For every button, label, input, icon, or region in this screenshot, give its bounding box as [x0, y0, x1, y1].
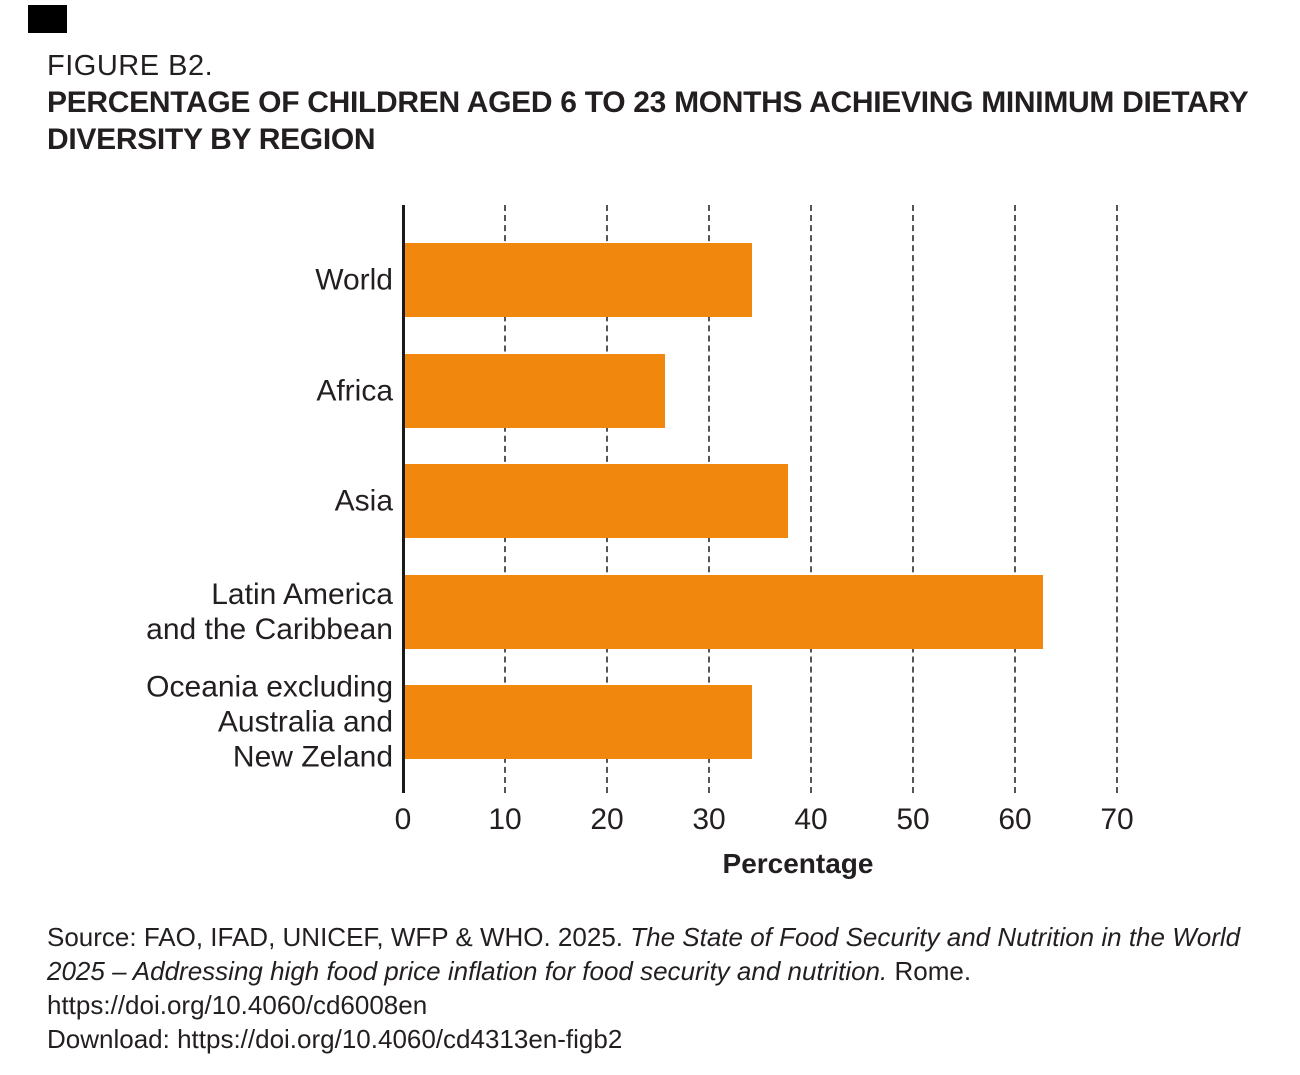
x-tick-label-30: 30 — [692, 803, 726, 836]
x-tick-label-40: 40 — [794, 803, 828, 836]
figure-title-line-2: DIVERSITY BY REGION — [47, 123, 376, 156]
x-tick-label-10: 10 — [488, 803, 522, 836]
source-line-1-italic: The State of Food Security and Nutrition… — [630, 922, 1241, 952]
source-line-2-regular: Rome. — [887, 956, 972, 986]
source-note: Source: FAO, IFAD, UNICEF, WFP & WHO. 20… — [47, 920, 1240, 1056]
gridline-50 — [912, 205, 914, 793]
gridline-70 — [1116, 205, 1118, 793]
source-line-1: Source: FAO, IFAD, UNICEF, WFP & WHO. 20… — [47, 920, 1240, 954]
category-label: World — [315, 263, 393, 297]
x-tick-label-0: 0 — [394, 803, 412, 836]
bar-world — [405, 243, 752, 317]
x-tick-label-60: 60 — [998, 803, 1032, 836]
gridline-40 — [810, 205, 812, 793]
y-axis-line — [402, 205, 405, 793]
x-tick-label-50: 50 — [896, 803, 930, 836]
figure-title: PERCENTAGE OF CHILDREN AGED 6 TO 23 MONT… — [47, 84, 1249, 158]
category-label: Oceania excluding Australia and New Zela… — [146, 670, 393, 774]
source-doi-link: https://doi.org/10.4060/cd6008en — [47, 990, 428, 1020]
figure-number-label: FIGURE B2. — [47, 50, 214, 82]
bar-asia — [405, 464, 788, 538]
source-line-2: 2025 – Addressing high food price inflat… — [47, 954, 1240, 988]
x-tick-label-70: 70 — [1100, 803, 1134, 836]
source-download-link: Download: https://doi.org/10.4060/cd4313… — [47, 1024, 623, 1054]
gridline-60 — [1014, 205, 1016, 793]
bar-africa — [405, 353, 666, 428]
category-label: Africa — [316, 374, 393, 407]
x-tick-label-20: 20 — [590, 803, 624, 836]
corner-marker — [28, 5, 67, 33]
x-axis-title: Percentage — [722, 848, 874, 879]
figure-title-line-1: PERCENTAGE OF CHILDREN AGED 6 TO 23 MONT… — [47, 86, 1249, 119]
bar-oceania-excluding — [405, 685, 752, 759]
source-line-2-italic: 2025 – Addressing high food price inflat… — [47, 956, 888, 986]
category-label: Latin America and the Caribbean — [146, 577, 393, 646]
bar-latin-america — [405, 574, 1043, 649]
source-line-1-regular: Source: FAO, IFAD, UNICEF, WFP & WHO. 20… — [47, 922, 631, 952]
category-label: Asia — [334, 484, 393, 518]
